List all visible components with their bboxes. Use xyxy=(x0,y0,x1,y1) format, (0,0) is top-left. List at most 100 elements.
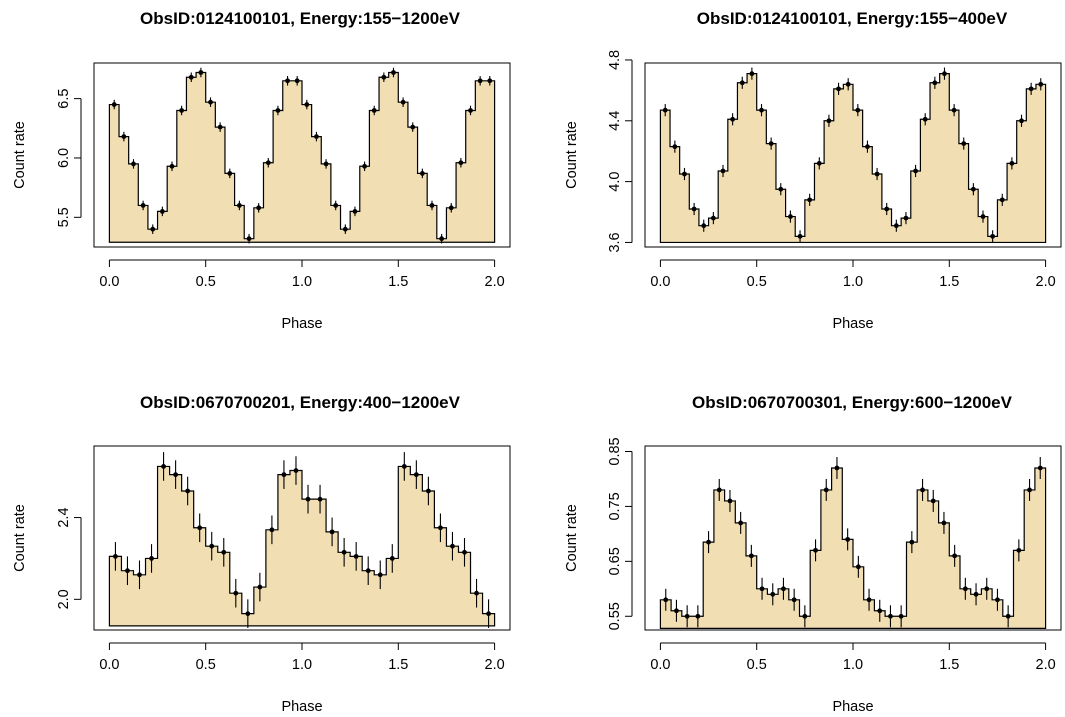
plot-frame xyxy=(93,62,511,248)
data-point xyxy=(221,549,227,555)
y-tick-label: 0.75 xyxy=(607,492,623,520)
step-histogram-area xyxy=(108,71,496,243)
y-axis-label: Count rate xyxy=(564,504,580,572)
data-point xyxy=(188,74,194,80)
data-point xyxy=(169,163,175,169)
chart-title: ObsID:0124100101, Energy:155−1200eV xyxy=(140,9,461,28)
data-point xyxy=(672,144,678,150)
plot-frame xyxy=(644,62,1062,248)
data-point xyxy=(1016,547,1022,553)
y-axis-label: Count rate xyxy=(12,504,28,572)
y-tick-label: 4.4 xyxy=(607,111,623,131)
x-axis-label: Phase xyxy=(832,316,873,332)
data-point xyxy=(823,487,829,493)
chart-title: ObsID:0670700201, Energy:400−1200eV xyxy=(140,393,461,412)
y-tick-label: 0.85 xyxy=(607,437,623,465)
data-point xyxy=(888,613,893,619)
y-tick-label: 0.65 xyxy=(607,547,623,575)
y-tick-label: 2.4 xyxy=(56,507,72,527)
x-tick-label: 0.5 xyxy=(196,657,216,673)
x-tick-label: 2.0 xyxy=(485,274,505,290)
data-point xyxy=(706,539,711,545)
data-point xyxy=(749,71,755,77)
data-point xyxy=(797,233,803,239)
data-point xyxy=(866,597,872,603)
data-point xyxy=(701,223,707,229)
data-point xyxy=(410,124,416,130)
chart-panel: 0.0 0.5 1.0 1.5 2.0 2.0 2.4 ObsID:0670700201, E… xyxy=(12,393,511,715)
x-tick-label: 0.0 xyxy=(99,274,119,290)
data-point xyxy=(111,102,117,107)
data-point xyxy=(884,206,890,212)
data-point xyxy=(791,597,797,603)
data-point xyxy=(813,547,818,553)
data-point xyxy=(462,549,467,555)
data-point xyxy=(487,78,493,84)
y-tick-label: 2.0 xyxy=(56,589,72,609)
data-point xyxy=(816,160,822,166)
data-point xyxy=(710,215,716,221)
data-point xyxy=(865,144,870,150)
data-point xyxy=(720,168,726,174)
data-point xyxy=(425,488,431,494)
data-point xyxy=(323,161,329,167)
data-point xyxy=(486,611,491,617)
x-tick-label: 0.5 xyxy=(747,274,767,290)
data-point xyxy=(770,591,776,597)
data-point xyxy=(173,472,179,478)
data-point xyxy=(903,215,909,221)
data-point xyxy=(208,99,213,105)
data-point xyxy=(450,543,455,549)
data-point xyxy=(727,498,733,504)
data-point xyxy=(265,160,271,166)
data-point xyxy=(352,208,358,214)
x-tick-label: 1.0 xyxy=(843,657,863,673)
data-point xyxy=(855,107,861,113)
chart-panel: 0.0 0.5 1.0 1.5 2.0 3.6 4.0 4.4 4.8 ObsID:0124100… xyxy=(564,9,1062,332)
data-point xyxy=(381,74,387,80)
x-axis-label: Phase xyxy=(832,699,873,715)
data-point xyxy=(984,586,990,592)
x-tick-label: 0.0 xyxy=(650,657,670,673)
data-point xyxy=(1009,160,1015,166)
data-point xyxy=(304,102,310,107)
x-tick-label: 0.0 xyxy=(99,657,119,673)
data-point xyxy=(1037,465,1043,471)
chart-panel: 0.0 0.5 1.0 1.5 2.0 0.55 0.65 0.75 0.85 ObsID:067… xyxy=(564,393,1062,715)
y-axis-label: Count rate xyxy=(564,121,580,189)
x-tick-label: 1.0 xyxy=(292,657,312,673)
data-point xyxy=(941,520,947,526)
data-point xyxy=(802,613,808,619)
data-point xyxy=(439,236,445,242)
data-point xyxy=(341,549,347,555)
data-point xyxy=(990,233,996,239)
data-point xyxy=(695,613,701,619)
y-tick-label: 4.8 xyxy=(607,50,623,70)
x-tick-label: 1.5 xyxy=(388,274,408,290)
data-point xyxy=(874,171,880,177)
data-point xyxy=(768,141,774,146)
data-point xyxy=(922,116,928,122)
data-point xyxy=(137,572,142,578)
x-tick-label: 0.5 xyxy=(196,274,216,290)
plot-frame xyxy=(644,445,1062,631)
data-point xyxy=(245,611,251,617)
x-tick-label: 1.5 xyxy=(388,657,408,673)
data-point xyxy=(759,107,764,113)
data-point xyxy=(748,553,754,559)
data-point xyxy=(458,160,464,166)
data-point xyxy=(468,108,473,113)
data-point xyxy=(125,568,130,574)
data-point xyxy=(429,203,435,208)
data-point xyxy=(942,71,947,77)
data-point xyxy=(159,208,165,214)
data-point xyxy=(973,591,979,597)
data-point xyxy=(855,564,861,570)
chart-title: ObsID:0670700301, Energy:600−1200eV xyxy=(692,393,1013,412)
data-point xyxy=(256,205,262,211)
x-tick-label: 1.5 xyxy=(939,657,959,673)
data-point xyxy=(730,116,736,122)
data-point xyxy=(788,214,793,219)
data-point xyxy=(738,520,744,526)
data-point xyxy=(716,487,722,493)
